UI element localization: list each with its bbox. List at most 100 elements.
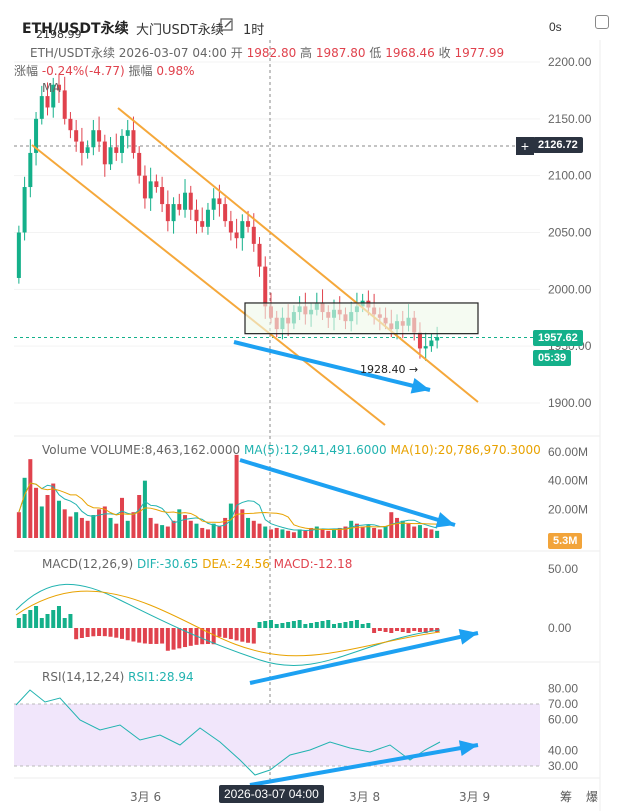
volume-bar [314,526,319,538]
macd-histogram-bar [354,620,359,628]
macd-dea-line [15,590,441,657]
change-value: -0.24%(-4.77) [41,64,125,78]
legend-datetime: 2026-03-07 04:00 [118,46,227,60]
macd-histogram-bar [429,628,434,631]
macd-histogram-bar [280,623,285,628]
macd-histogram-bar [377,628,382,631]
bar-countdown-tag: 05:39 [533,350,572,366]
volume-bar [251,520,256,538]
volume-bar [137,495,142,538]
candle-body [16,232,21,278]
volume-bar [331,529,337,538]
volume-bar [97,509,102,538]
volume-tick-label: 40.00M [548,474,588,488]
ma-legend[interactable]: MA [42,81,61,95]
volume-bar [91,515,96,538]
candle-body [257,243,262,267]
volume-ma10: MA(10):20,786,970.3000 [390,443,541,457]
candle-body [429,340,434,347]
volume-bar [171,520,176,538]
volume-tick-label: 60.00M [548,445,588,459]
volume-bar [16,512,21,538]
volume-bar [62,509,67,538]
timeframe-selector[interactable]: 1时 [243,23,265,38]
volume-bar [406,523,411,538]
amp-value: 0.98% [156,64,195,78]
chips-button[interactable]: 筹 [560,790,573,804]
macd-histogram-bar [297,620,302,628]
volume-bar [51,483,56,538]
candle-body [154,181,159,188]
macd-histogram-bar [395,628,400,631]
edit-icon[interactable] [220,18,234,32]
volume-legend: Volume VOLUME:8,463,162.0000 MA(5):12,94… [42,443,541,457]
volume-bar [429,529,434,538]
rsi-band [14,704,540,766]
macd-histogram-bar [349,621,354,628]
high-label: 高 [300,46,313,60]
volume-bar [28,459,33,538]
candle-body [125,130,130,136]
volume-bar [183,515,188,538]
volume-bar [257,523,262,538]
countdown-label: 0s [549,20,562,34]
candle-body [194,209,199,222]
candle-body [51,84,56,108]
macd-histogram-bar [79,628,84,638]
volume-bar [142,480,147,538]
consolidation-box [244,302,479,335]
liquidation-button[interactable]: 爆 [586,790,599,804]
candle-body [108,147,113,165]
macd-histogram-bar [200,628,205,645]
macd-histogram-bar [177,628,182,649]
volume-bar [56,500,61,538]
macd-histogram-bar [366,623,371,628]
macd-histogram-bar [309,623,314,628]
rsi-tick-label: 30.00 [548,759,578,773]
macd-value: MACD:-12.18 [273,557,353,571]
rsi-tick-label: 80.00 [548,682,578,696]
volume-bar [343,526,348,538]
ohlc-legend: ETH/USDT永续 2026-03-07 04:00 开 1982.80 高 … [30,44,504,61]
close-label: 收 [438,46,451,60]
volume-bar [309,527,314,538]
candle-body [183,192,188,210]
volume-bar [148,517,153,538]
candle-body [200,221,205,227]
macd-histogram-bar [406,628,411,633]
volume-bar [320,529,325,538]
candle-body [79,141,84,153]
macd-histogram-bar [137,628,142,643]
price-divergence-arrow [233,340,431,392]
macd-histogram-bar [154,628,159,644]
add-alert-icon[interactable]: + [516,137,534,155]
candle-body [177,204,182,210]
macd-histogram-bar [34,606,39,628]
volume-label: Volume [42,443,87,457]
volume-bar [68,516,73,538]
crosshair-price-tag: 2126.72 [533,137,583,153]
price-tick-label: 2050.00 [548,226,592,240]
macd-histogram-bar [102,628,107,637]
volume-bar [417,525,422,538]
macd-histogram-bar [62,618,67,628]
volume-bar [246,517,251,538]
volume-bar [74,512,79,538]
candle-body [240,221,245,239]
macd-histogram-bar [291,621,296,628]
candle-body [137,152,142,176]
candle-body [228,221,233,233]
low-value: 1968.46 [385,46,435,60]
channel-lower-line [31,144,386,426]
macd-histogram-bar [400,628,405,632]
amp-label: 振幅 [128,64,153,78]
macd-histogram-bar [51,610,56,628]
volume-bar [194,523,199,538]
candle-body [251,226,256,244]
symbol-title[interactable]: ETH/USDT永续 [22,21,129,37]
legend-symbol: ETH/USDT永续 [30,46,115,60]
layout-toggle-icon[interactable] [595,15,609,29]
candle-body [74,130,79,142]
